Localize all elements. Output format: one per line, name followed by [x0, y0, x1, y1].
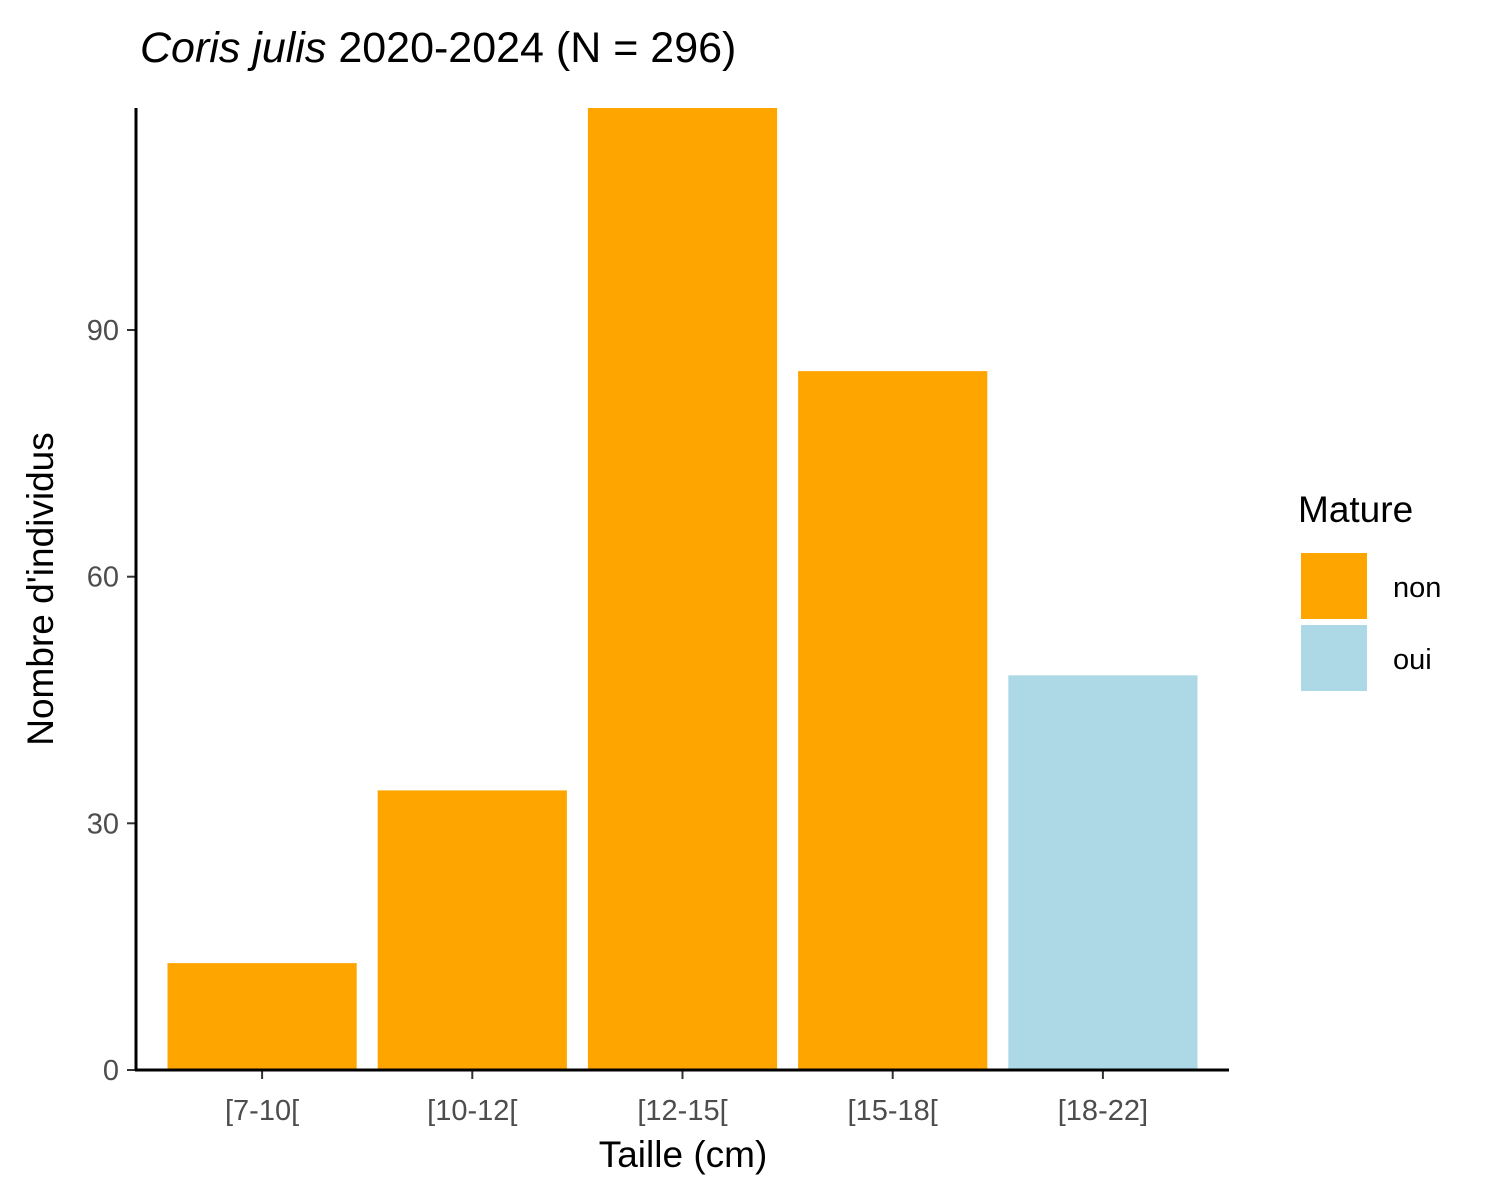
chart-title: Coris julis 2020-2024 (N = 296)	[140, 24, 736, 72]
x-axis-title: Taille (cm)	[599, 1134, 768, 1175]
y-axis-ticks: 0 30 60 90	[87, 315, 136, 1087]
x-tick-label-3: [12-15[	[637, 1095, 727, 1127]
legend-label-oui: oui	[1393, 644, 1432, 676]
bar-5	[1008, 675, 1198, 1070]
bar-3	[587, 108, 778, 1070]
legend-swatch-oui	[1301, 625, 1367, 691]
legend-swatch-non	[1301, 553, 1367, 619]
bars-group	[167, 108, 1198, 1071]
chart-title-period: 2020-2024 (N = 296)	[326, 24, 736, 72]
bar-1	[167, 963, 357, 1070]
x-axis-ticks: [7-10[ [10-12[ [12-15[ [15-18[ [18-22]	[225, 1070, 1148, 1127]
x-tick-label-4: [15-18[	[848, 1095, 938, 1127]
legend-label-non: non	[1393, 572, 1441, 604]
y-tick-label-30: 30	[87, 808, 119, 840]
bar-2	[377, 790, 567, 1070]
x-tick-label-2: [10-12[	[427, 1095, 517, 1127]
legend-title: Mature	[1298, 489, 1413, 530]
y-tick-label-60: 60	[87, 562, 119, 594]
bar-4	[798, 371, 988, 1071]
x-tick-label-1: [7-10[	[225, 1095, 299, 1127]
y-axis-title: Nombre d'individus	[20, 432, 61, 746]
legend: Mature non oui	[1298, 489, 1441, 691]
y-tick-label-0: 0	[103, 1055, 119, 1087]
y-tick-label-90: 90	[87, 315, 119, 347]
x-tick-label-5: [18-22]	[1058, 1095, 1148, 1127]
chart-title-species: Coris julis	[140, 24, 326, 72]
